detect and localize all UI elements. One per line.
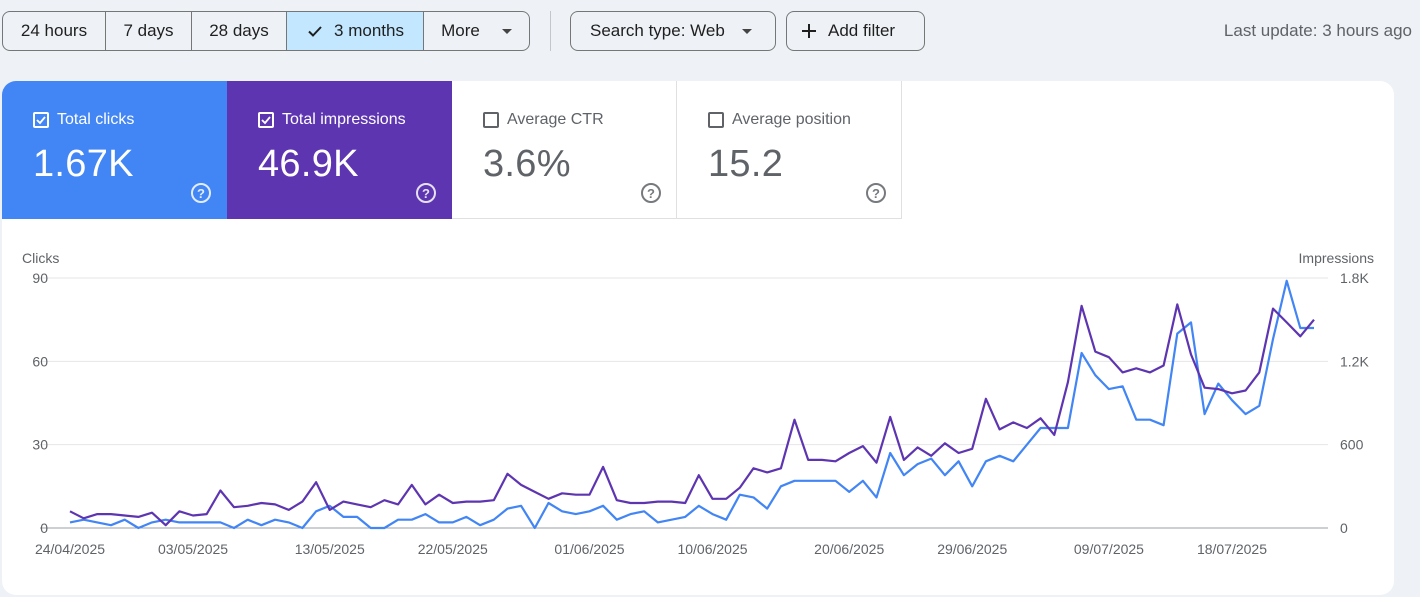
x-tick-label: 03/05/2025 [158,541,228,557]
x-tick-label: 09/07/2025 [1074,541,1144,557]
range-3-months-button[interactable]: 3 months [287,12,424,50]
add-filter-label: Add filter [828,21,896,40]
metric-value: 3.6% [483,143,571,185]
x-tick-label: 01/06/2025 [554,541,624,557]
search-type-dropdown[interactable]: Search type: Web [570,11,776,51]
y-left-tick-label: 90 [32,270,48,286]
check-icon [306,22,324,40]
checkbox-unchecked-icon[interactable] [708,112,724,128]
search-type-label: Search type: Web [590,21,725,40]
checkbox-unchecked-icon[interactable] [483,112,499,128]
y-right-tick-label: 1.2K [1340,353,1369,369]
x-axis: 24/04/2025 03/05/2025 13/05/2025 22/05/2025… [35,541,1267,557]
metric-total-clicks[interactable]: Total clicks 1.67K ? [2,81,227,219]
y-right-tick-label: 600 [1340,437,1364,453]
y-axis-left: 0 30 60 90 [32,270,48,536]
y-right-tick-label: 1.8K [1340,270,1369,286]
y-right-tick-label: 0 [1340,520,1348,536]
checkbox-checked-icon[interactable] [258,112,274,128]
metric-label: Total clicks [57,111,135,128]
performance-card: Total clicks 1.67K ? Total impressions 4… [2,81,1394,595]
metric-value: 15.2 [708,143,784,185]
help-icon[interactable]: ? [416,183,436,203]
series-line-impressions [69,303,1315,527]
x-tick-label: 20/06/2025 [814,541,884,557]
x-tick-label: 29/06/2025 [937,541,1007,557]
toolbar: 24 hours 7 days 28 days 3 months More Se… [2,11,1418,51]
y-axis-right-title: Impressions [1299,250,1374,266]
y-left-tick-label: 60 [32,353,48,369]
metric-total-impressions[interactable]: Total impressions 46.9K ? [227,81,452,219]
metric-label: Total impressions [282,111,406,128]
checkbox-checked-icon[interactable] [33,112,49,128]
range-3-months-label: 3 months [334,21,404,40]
caret-down-icon [501,28,512,34]
metric-label: Average CTR [507,111,604,128]
help-icon[interactable]: ? [191,183,211,203]
range-28-days-button[interactable]: 28 days [192,12,287,50]
metric-label: Average position [732,111,851,128]
more-ranges-button[interactable]: More [424,12,529,50]
range-7-days-button[interactable]: 7 days [106,12,192,50]
help-icon[interactable]: ? [866,183,886,203]
x-tick-label: 13/05/2025 [295,541,365,557]
caret-down-icon [741,28,752,34]
toolbar-divider [550,11,551,51]
date-range-selector: 24 hours 7 days 28 days 3 months More [2,11,530,51]
y-left-tick-label: 0 [40,520,48,536]
metric-average-position[interactable]: Average position 15.2 ? [677,81,902,219]
metric-average-ctr[interactable]: Average CTR 3.6% ? [452,81,677,219]
x-tick-label: 24/04/2025 [35,541,105,557]
y-axis-right: 0 600 1.2K 1.8K [1340,270,1369,536]
metric-value: 46.9K [258,143,359,185]
range-24-hours-button[interactable]: 24 hours [3,12,106,50]
x-tick-label: 22/05/2025 [418,541,488,557]
x-tick-label: 10/06/2025 [677,541,747,557]
last-update-text: Last update: 3 hours ago [1223,21,1412,40]
series-line-clicks [69,279,1314,530]
x-tick-label: 18/07/2025 [1197,541,1267,557]
grid [40,277,1328,529]
help-icon[interactable]: ? [641,183,661,203]
plus-icon [800,22,818,40]
series-lines [69,279,1315,530]
y-left-tick-label: 30 [32,437,48,453]
more-label: More [441,21,480,40]
y-axis-left-title: Clicks [22,250,59,266]
add-filter-button[interactable]: Add filter [786,11,925,51]
metric-value: 1.67K [33,143,134,185]
